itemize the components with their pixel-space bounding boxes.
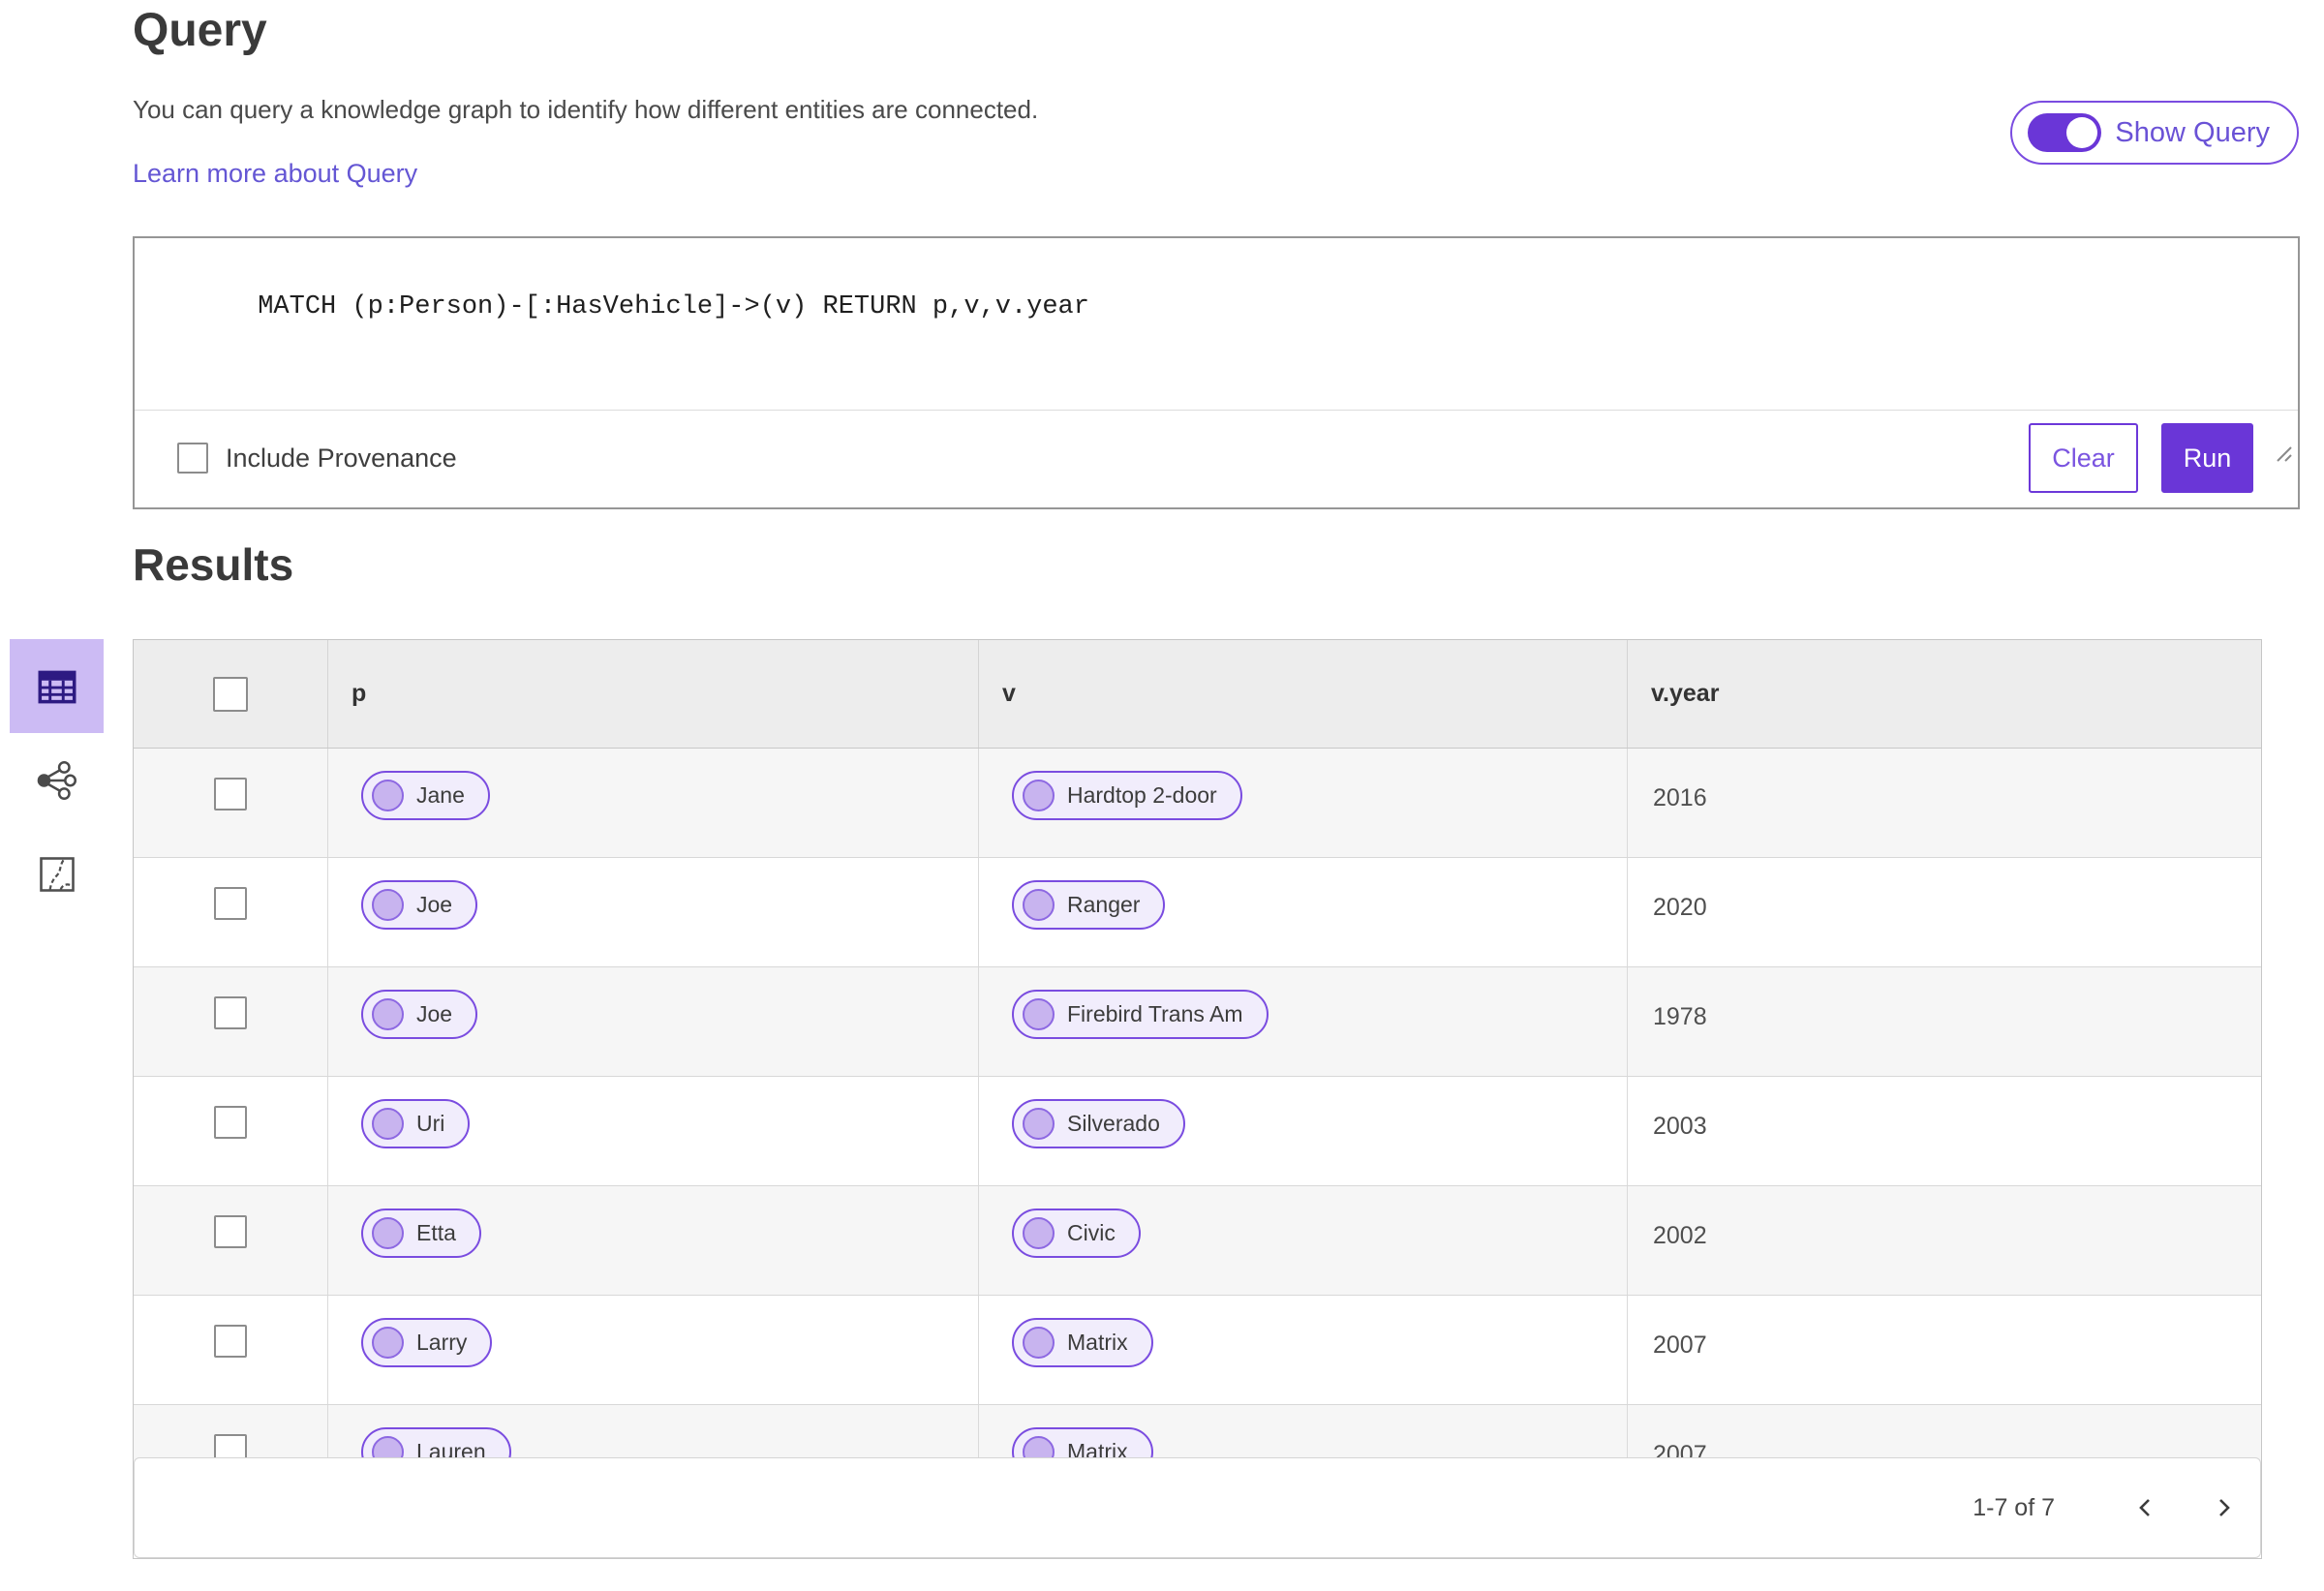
table-row: Larry Matrix 2007 <box>134 1296 2261 1405</box>
pagination-bar: 1-7 of 7 <box>134 1457 2261 1558</box>
show-query-toggle[interactable]: Show Query <box>2010 101 2299 165</box>
toggle-switch-icon[interactable] <box>2028 113 2102 152</box>
include-provenance-group: Include Provenance <box>177 443 457 474</box>
resize-grip-icon[interactable] <box>2268 380 2293 462</box>
view-table-button[interactable] <box>10 639 104 733</box>
results-title: Results <box>133 539 294 590</box>
node-icon <box>1023 780 1055 811</box>
node-icon <box>1023 1108 1055 1140</box>
node-icon <box>372 1327 404 1359</box>
view-graph-button[interactable] <box>10 733 104 827</box>
clear-button[interactable]: Clear <box>2029 423 2138 493</box>
run-button[interactable]: Run <box>2161 423 2253 493</box>
row-checkbox[interactable] <box>214 996 247 1029</box>
query-statement: MATCH (p:Person)-[:HasVehicle]->(v) RETU… <box>258 292 1089 321</box>
year-value: 2002 <box>1653 1222 1707 1249</box>
graph-icon <box>33 756 81 805</box>
node-icon <box>1023 889 1055 921</box>
table-row: Joe Firebird Trans Am 1978 <box>134 967 2261 1077</box>
query-footer: Include Provenance Clear Run <box>135 410 2298 505</box>
entity-pill[interactable]: Ranger <box>1012 880 1166 930</box>
entity-pill[interactable]: Civic <box>1012 1209 1141 1258</box>
include-provenance-checkbox[interactable] <box>177 443 208 474</box>
row-checkbox[interactable] <box>214 1215 247 1248</box>
node-icon <box>372 998 404 1030</box>
results-table: p v v.year Jane Hardtop 2-door 2016 Joe … <box>133 639 2262 1559</box>
column-header-v: v <box>1002 680 1016 707</box>
entity-pill[interactable]: Larry <box>361 1318 493 1367</box>
year-value: 2016 <box>1653 784 1707 811</box>
column-header-p: p <box>352 680 367 707</box>
results-view-switcher <box>10 639 104 921</box>
node-icon <box>372 1217 404 1249</box>
entity-pill[interactable]: Joe <box>361 990 478 1039</box>
entity-pill[interactable]: Matrix <box>1012 1318 1153 1367</box>
pagination-range: 1-7 of 7 <box>1972 1493 2055 1521</box>
query-textarea[interactable]: MATCH (p:Person)-[:HasVehicle]->(v) RETU… <box>135 238 2298 462</box>
entity-pill[interactable]: Jane <box>361 771 490 820</box>
row-checkbox[interactable] <box>214 887 247 920</box>
table-icon <box>33 662 81 711</box>
learn-more-link[interactable]: Learn more about Query <box>133 159 418 188</box>
toggle-knob <box>2066 117 2098 148</box>
query-panel: MATCH (p:Person)-[:HasVehicle]->(v) RETU… <box>133 236 2300 509</box>
table-row: Joe Ranger 2020 <box>134 858 2261 967</box>
entity-pill[interactable]: Firebird Trans Am <box>1012 990 1269 1039</box>
column-header-vyear: v.year <box>1651 680 1720 707</box>
node-icon <box>1023 1217 1055 1249</box>
chevron-right-icon <box>2212 1496 2235 1519</box>
table-body: Jane Hardtop 2-door 2016 Joe Ranger 2020… <box>134 749 2261 1515</box>
entity-pill[interactable]: Etta <box>361 1209 481 1258</box>
chevron-left-icon <box>2134 1496 2157 1519</box>
view-map-button[interactable] <box>10 827 104 921</box>
entity-pill[interactable]: Hardtop 2-door <box>1012 771 1242 820</box>
page-title: Query <box>133 5 267 56</box>
node-icon <box>372 889 404 921</box>
year-value: 2020 <box>1653 894 1707 921</box>
entity-pill[interactable]: Joe <box>361 880 478 930</box>
row-checkbox[interactable] <box>214 1325 247 1358</box>
table-header-row: p v v.year <box>134 640 2261 749</box>
select-all-checkbox[interactable] <box>213 676 248 712</box>
table-row: Etta Civic 2002 <box>134 1186 2261 1296</box>
table-row: Jane Hardtop 2-door 2016 <box>134 749 2261 858</box>
node-icon <box>372 780 404 811</box>
toggle-label: Show Query <box>2115 116 2270 148</box>
node-icon <box>1023 998 1055 1030</box>
entity-pill[interactable]: Silverado <box>1012 1099 1185 1148</box>
query-description: You can query a knowledge graph to ident… <box>133 95 1039 124</box>
node-icon <box>372 1108 404 1140</box>
table-row: Uri Silverado 2003 <box>134 1077 2261 1186</box>
include-provenance-label: Include Provenance <box>226 443 457 473</box>
next-page-button[interactable] <box>2202 1486 2245 1529</box>
entity-pill[interactable]: Uri <box>361 1099 471 1148</box>
row-checkbox[interactable] <box>214 778 247 811</box>
year-value: 2003 <box>1653 1113 1707 1140</box>
row-checkbox[interactable] <box>214 1106 247 1139</box>
node-icon <box>1023 1327 1055 1359</box>
year-value: 2007 <box>1653 1331 1707 1359</box>
year-value: 1978 <box>1653 1003 1707 1030</box>
map-icon <box>36 853 78 896</box>
prev-page-button[interactable] <box>2125 1486 2167 1529</box>
